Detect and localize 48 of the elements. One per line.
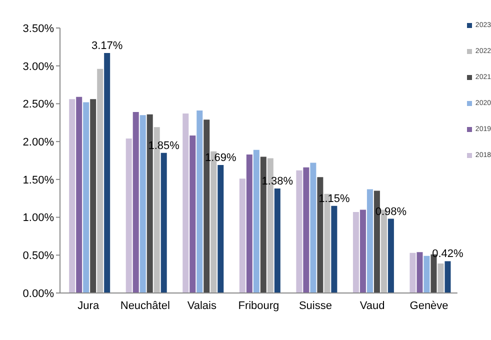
bar <box>160 152 167 293</box>
y-tick-label: 2.50% <box>22 98 54 111</box>
bar <box>424 256 430 293</box>
x-tick-label: Neuchâtel <box>120 300 170 312</box>
bar <box>90 99 96 293</box>
bar <box>303 167 310 293</box>
bar <box>352 212 359 293</box>
data-label: 3.17% <box>91 40 123 52</box>
bar <box>239 178 246 293</box>
bar <box>126 138 132 293</box>
bar <box>83 102 90 293</box>
bar <box>310 162 316 293</box>
bar <box>97 68 104 293</box>
x-tick-label: Genève <box>410 300 448 312</box>
bar <box>196 110 203 293</box>
bar <box>388 218 394 293</box>
bar <box>366 189 373 293</box>
y-tick-label: 1.00% <box>22 212 54 224</box>
bar <box>416 252 423 293</box>
bar <box>132 112 139 293</box>
bar <box>444 261 451 293</box>
bar <box>360 210 366 293</box>
y-tick-label: 0.00% <box>22 288 54 300</box>
y-tick-label: 0.50% <box>22 250 54 262</box>
bar <box>69 99 76 293</box>
y-tick-label: 2.00% <box>22 136 54 148</box>
bar <box>140 115 146 293</box>
y-tick-label: 3.50% <box>22 22 54 35</box>
bar <box>296 170 302 293</box>
x-tick-label: Suisse <box>298 300 332 312</box>
bar <box>274 188 280 293</box>
bar <box>246 154 252 293</box>
x-tick-label: Vaud <box>360 300 385 312</box>
bar <box>104 52 110 293</box>
x-tick-label: Valais <box>187 300 217 312</box>
bar <box>253 150 260 293</box>
y-tick-label: 1.50% <box>22 174 54 186</box>
bar <box>218 165 224 293</box>
y-tick-label: 3.00% <box>22 60 54 73</box>
bar <box>410 252 416 293</box>
bar <box>331 206 338 293</box>
bar <box>182 114 189 293</box>
x-tick-label: Fribourg <box>238 300 280 312</box>
x-tick-label: Jura <box>78 300 100 312</box>
data-label: 0.42% <box>432 248 464 260</box>
bar <box>190 136 196 293</box>
bar <box>438 263 444 293</box>
bar <box>76 96 82 293</box>
